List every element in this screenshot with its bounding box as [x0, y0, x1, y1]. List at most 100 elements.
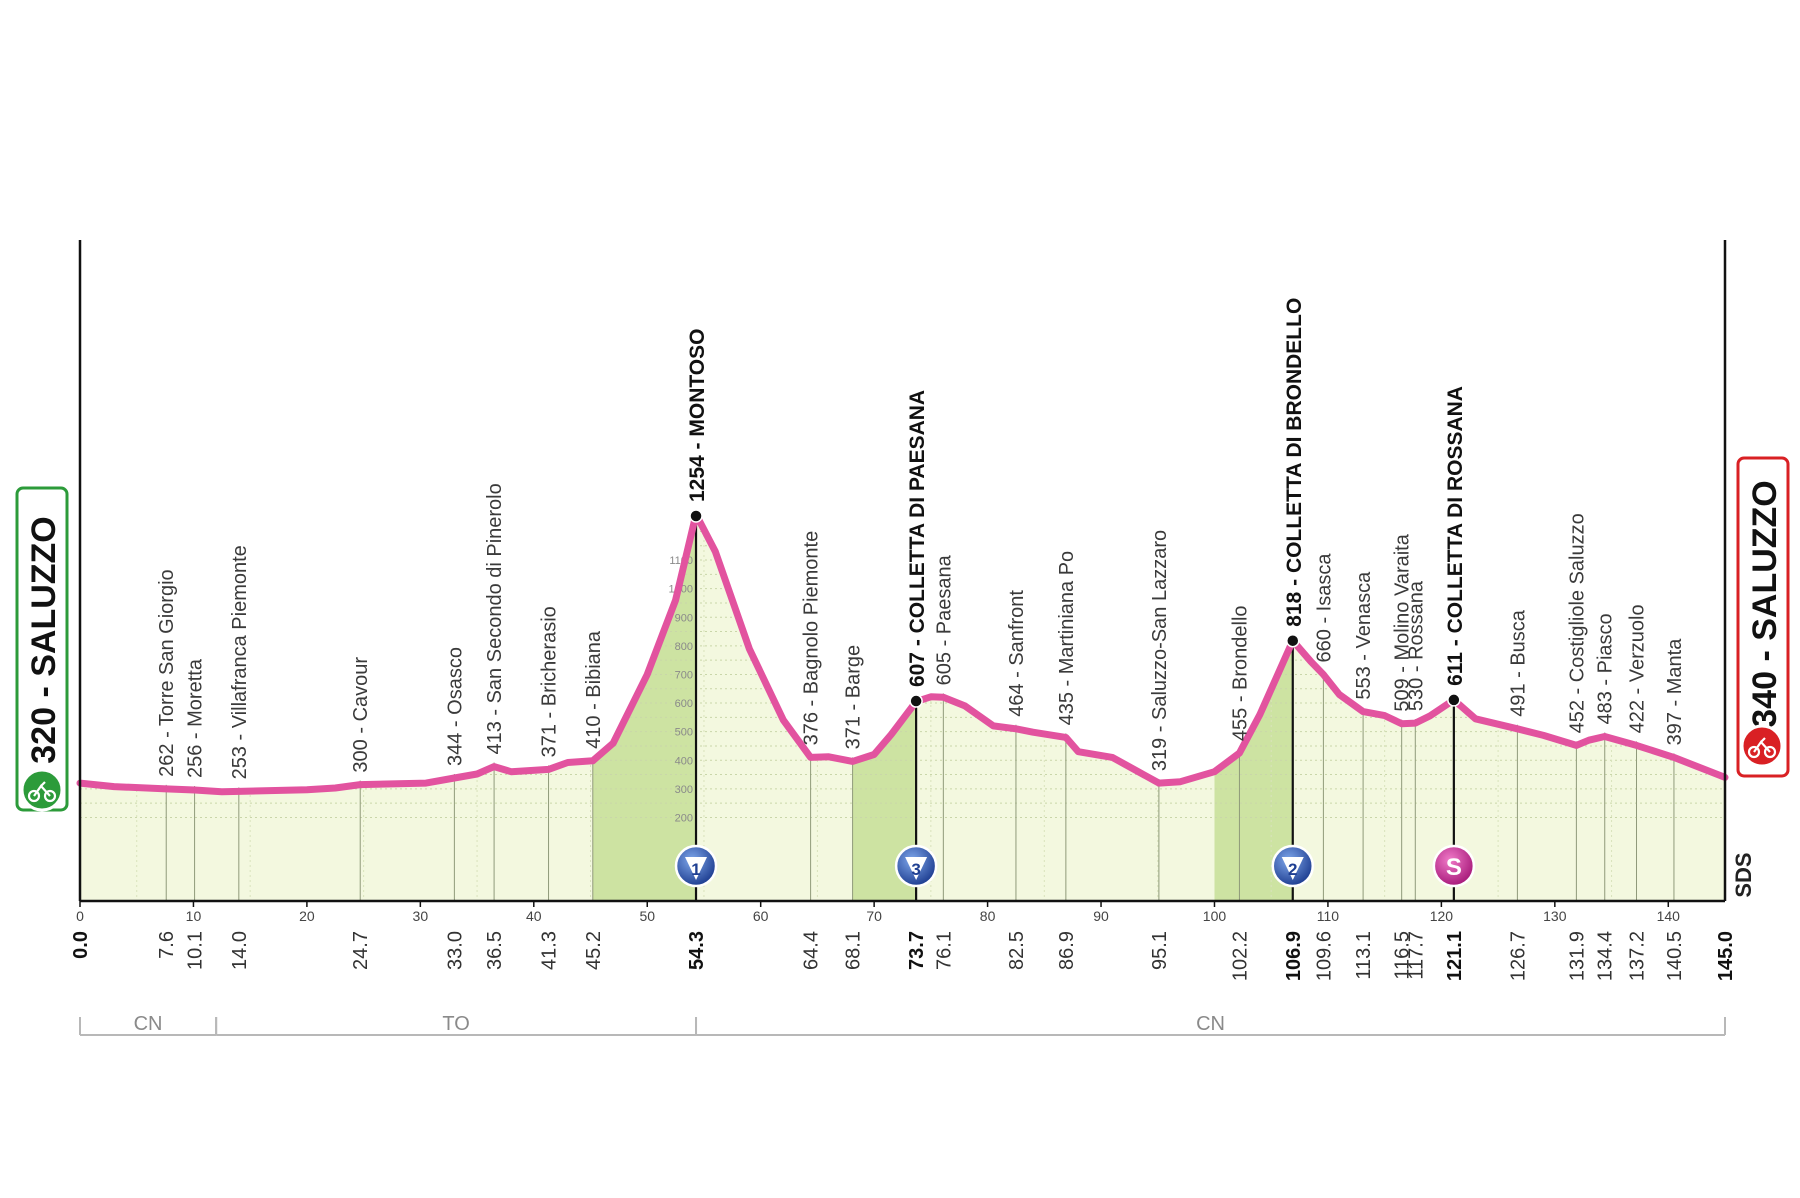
- waypoint-label: 530 - Rossana: [1405, 580, 1427, 711]
- km-label: 126.7: [1507, 931, 1529, 981]
- km-label: 106.9: [1283, 931, 1305, 981]
- waypoint-label: 483 - Piasco: [1595, 613, 1617, 724]
- waypoint-label: 553 - Venasca: [1353, 571, 1375, 700]
- km-label: 116.5: [1392, 931, 1414, 980]
- waypoint-label: 435 - Martiniana Po: [1056, 551, 1078, 726]
- summit-dot: [1286, 633, 1300, 648]
- kom-badge: 3: [894, 844, 938, 888]
- km-label: 134.4: [1595, 931, 1617, 981]
- kom-triangle-icon: [1281, 857, 1304, 880]
- km-label: 145.0: [1715, 931, 1737, 981]
- km-label: 68.1: [843, 931, 865, 970]
- km-label: 7.6: [156, 931, 178, 959]
- km-label: 95.1: [1149, 931, 1171, 970]
- km-label: 121.1: [1444, 931, 1466, 981]
- km-label: 137.2: [1627, 931, 1649, 981]
- km-label: 102.2: [1229, 931, 1251, 981]
- sprint-icon: [1432, 844, 1476, 888]
- km-label: 140.5: [1664, 931, 1686, 981]
- x-tick-label: 30: [413, 908, 429, 924]
- km-label: 117.7: [1405, 931, 1427, 980]
- kom-triangle-icon: [685, 857, 708, 880]
- climb-category: 3: [911, 860, 920, 879]
- km-label: 0.0: [70, 931, 92, 959]
- summit-dot: [689, 509, 703, 523]
- province-label: CN: [134, 1013, 163, 1035]
- altitude-gauge-label: 800: [675, 641, 693, 653]
- x-tick-label: 70: [866, 908, 882, 924]
- x-tick-label: 60: [753, 908, 769, 924]
- waypoint-label: 452 - Costigliole Saluzzo: [1566, 513, 1588, 733]
- x-tick-label: 100: [1203, 908, 1227, 924]
- x-tick-label: 10: [186, 908, 202, 924]
- km-label: 10.1: [185, 931, 207, 970]
- climb-category: 1: [691, 860, 700, 879]
- x-tick-label: 20: [299, 908, 315, 924]
- x-tick-label: 140: [1657, 908, 1681, 924]
- waypoint-label: 455 - Brondello: [1229, 605, 1251, 741]
- start-title: 320 - SALUZZO: [25, 516, 63, 763]
- waypoint-label: 256 - Moretta: [185, 658, 207, 778]
- waypoint-label: 605 - Paesana: [933, 554, 955, 685]
- x-axis: 0 10 20 30 40 50 60 70 80 90 100 110 120 130 140: [76, 240, 1727, 924]
- km-label: 33.0: [444, 931, 466, 970]
- province-label: TO: [442, 1013, 469, 1035]
- kom-badge: 2: [1271, 844, 1315, 888]
- climb-category: S: [1446, 854, 1462, 881]
- km-label: 113.1: [1353, 931, 1375, 980]
- waypoint-label: 413 - San Secondo di Pinerolo: [484, 483, 506, 754]
- x-tick-label: 80: [980, 908, 996, 924]
- km-label: 73.7: [906, 931, 928, 970]
- km-label: 14.0: [229, 931, 251, 970]
- province-label: CN: [1196, 1013, 1225, 1035]
- altitude-gauge-label: 700: [675, 669, 693, 681]
- climb-label: 818 - COLLETTA DI BRONDELLO: [1283, 298, 1306, 627]
- waypoint-label: 509 - Molino Varaita: [1392, 533, 1414, 711]
- x-tick-label: 40: [526, 908, 542, 924]
- altitude-gauge-label: 900: [675, 612, 693, 624]
- km-label: 64.4: [801, 931, 823, 970]
- waypoint-label: 464 - Sanfront: [1006, 590, 1028, 717]
- sprint-badge: S: [1432, 844, 1476, 888]
- x-tick-label: 110: [1317, 908, 1340, 924]
- x-tick-label: 0: [76, 908, 84, 924]
- km-label: 41.3: [539, 931, 561, 970]
- km-label: 76.1: [933, 931, 955, 970]
- waypoint-label: 300 - Cavour: [350, 657, 372, 773]
- province-bar: CN TO CN: [79, 1013, 1726, 1036]
- waypoint-label: 410 - Bibiana: [583, 630, 605, 749]
- climb-label: 1254 - MONTOSO: [686, 329, 709, 503]
- km-label: 54.3: [686, 931, 708, 970]
- waypoint-label: 319 - Saluzzo-San Lazzaro: [1149, 530, 1171, 771]
- climb-label: 607 - COLLETTA DI PAESANA: [906, 390, 929, 687]
- kom-badge: 1: [674, 844, 718, 888]
- summit-dot: [909, 694, 923, 708]
- altitude-gauge-label: 200: [675, 812, 693, 824]
- cyclist-icon: [1740, 724, 1784, 768]
- x-tick-label: 50: [639, 908, 655, 924]
- climb-markers: 1 3 2 S: [674, 509, 1476, 888]
- finish-sign: 340 - SALUZZO: [1736, 456, 1790, 778]
- start-sign: 320 - SALUZZO: [15, 486, 69, 812]
- km-label: 86.9: [1056, 931, 1078, 970]
- waypoint-label: 660 - Isasca: [1313, 553, 1335, 663]
- waypoint-labels: 262 - Torre San Giorgio 7.6 256 - Moretta 1…: [70, 298, 1737, 981]
- waypoint-label: 371 - Barge: [843, 645, 865, 750]
- climb-category: 2: [1288, 860, 1297, 879]
- km-label: 131.9: [1566, 931, 1588, 981]
- waypoint-label: 491 - Busca: [1507, 609, 1529, 717]
- summit-dot: [1447, 693, 1461, 707]
- waypoint-label: 253 - Villafranca Piemonte: [229, 545, 251, 779]
- km-label: 45.2: [583, 931, 605, 970]
- waypoint-label: 376 - Bagnolo Piemonte: [801, 531, 823, 746]
- climb-label: 611 - COLLETTA DI ROSSANA: [1444, 386, 1467, 686]
- altitude-gauge-label: 500: [675, 727, 693, 739]
- km-label: 36.5: [484, 931, 506, 970]
- profile-fill: [80, 514, 1725, 901]
- kom-triangle-icon: [905, 857, 928, 880]
- altitude-gauge-label: 400: [675, 755, 693, 767]
- climb-area: [1214, 514, 1293, 901]
- km-label: 82.5: [1006, 931, 1028, 970]
